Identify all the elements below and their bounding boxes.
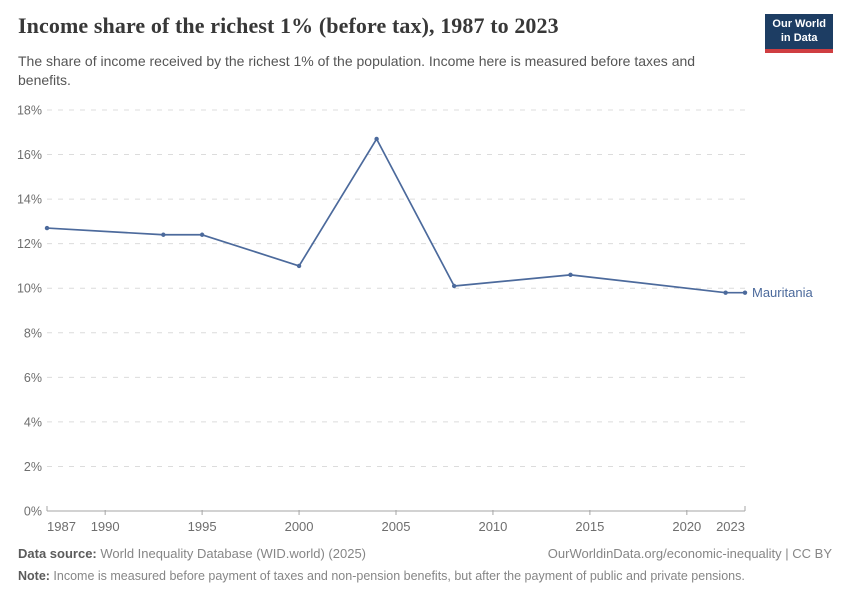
data-point-2023[interactable] — [742, 290, 748, 295]
x-tick-label: 2015 — [575, 519, 604, 534]
y-tick-label: 4% — [24, 415, 42, 429]
owid-logo[interactable]: Our World in Data — [765, 14, 833, 53]
chart-footer: Data source: World Inequality Database (… — [18, 546, 832, 584]
chart-subtitle: The share of income received by the rich… — [18, 53, 696, 88]
data-line-mauritania[interactable] — [46, 138, 745, 294]
page-title: Income share of the richest 1% (before t… — [18, 13, 559, 38]
data-point-2008[interactable] — [451, 283, 457, 289]
note-label: Note: — [18, 568, 50, 583]
y-tick-label: 2% — [24, 460, 42, 474]
data-source-label: Data source: — [18, 546, 97, 561]
y-tick-label: 18% — [17, 104, 42, 118]
data-point-2014[interactable] — [568, 272, 573, 278]
data-source-value: World Inequality Database (WID.world) (2… — [96, 546, 367, 561]
owid-url-link[interactable]: OurWorldinData.org/economic-inequality |… — [547, 546, 832, 561]
x-tick-label: 2020 — [672, 519, 701, 534]
y-tick-label: 16% — [17, 148, 42, 162]
y-tick-label: 8% — [24, 326, 42, 340]
data-point-1987[interactable] — [44, 225, 50, 231]
x-tick-label: 1990 — [91, 519, 120, 534]
data-point-2004[interactable] — [374, 136, 379, 142]
data-point-1995[interactable] — [199, 232, 205, 237]
y-tick-label: 10% — [17, 282, 42, 296]
x-tick-label: 2010 — [478, 519, 507, 534]
x-tick-label: 2005 — [382, 519, 411, 534]
y-tick-label: 6% — [24, 371, 42, 385]
chart-note: Note: Income is measured before payment … — [18, 568, 832, 584]
owid-logo-line1: Our World — [772, 18, 826, 30]
y-tick-label: 14% — [17, 193, 42, 207]
owid-logo-line2: in Data — [780, 31, 818, 44]
y-tick-label: 0% — [24, 505, 42, 519]
x-tick-label: 2000 — [285, 519, 314, 534]
note-value: Income is measured before payment of tax… — [49, 568, 745, 583]
data-point-1993[interactable] — [161, 232, 166, 237]
series-end-label[interactable]: Mauritania — [752, 285, 813, 300]
x-tick-label: 2023 — [716, 519, 745, 534]
x-tick-label: 1987 — [47, 519, 76, 534]
data-source: Data source: World Inequality Database (… — [18, 546, 366, 563]
data-point-2000[interactable] — [296, 263, 302, 269]
y-tick-label: 12% — [17, 237, 42, 251]
x-tick-label: 1995 — [188, 519, 217, 534]
data-point-2022[interactable] — [723, 290, 728, 295]
